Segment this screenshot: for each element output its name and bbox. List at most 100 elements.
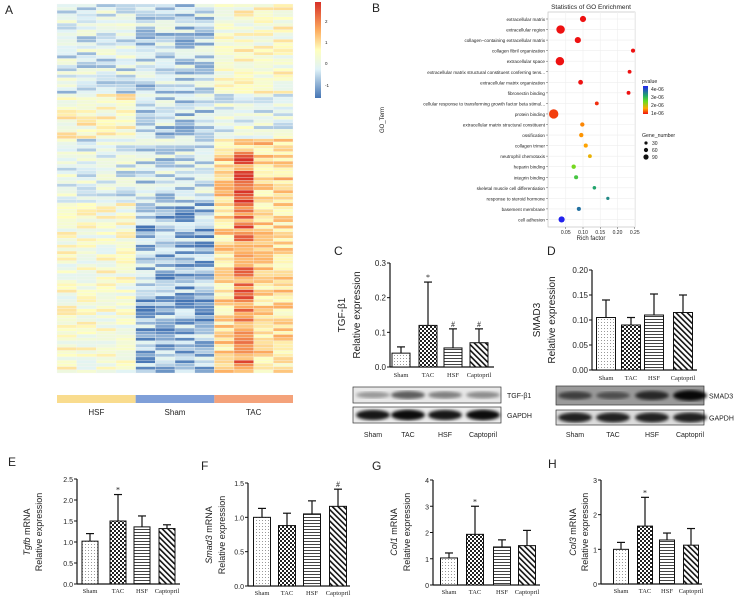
heatmap-cell [115, 350, 136, 354]
category-label: HSF [661, 588, 673, 595]
heatmap-cell [194, 10, 215, 14]
y-tick-label: 0.5 [234, 550, 244, 557]
heatmap-cell [135, 337, 156, 342]
heatmap-cell [194, 331, 215, 335]
heatmap-cell [174, 148, 195, 152]
heatmap-cell [56, 128, 77, 133]
heatmap-cell [115, 225, 136, 229]
heatmap-cell [115, 347, 136, 351]
group-bar-hsf [57, 395, 136, 403]
heatmap-cell [96, 318, 117, 322]
heatmap-cell [115, 279, 136, 284]
heatmap-cell [76, 222, 97, 226]
heatmap-cell [174, 205, 195, 210]
heatmap-cell [233, 231, 254, 236]
heatmap-cell [214, 132, 235, 136]
heatmap-cell [76, 106, 97, 111]
heatmap-cell [214, 109, 235, 114]
heatmap-cell [214, 250, 235, 255]
heatmap-cell [76, 132, 97, 136]
heatmap-cell [253, 228, 274, 232]
heatmap-cell [253, 10, 274, 14]
heatmap-cell [135, 315, 156, 319]
heatmap-cell [214, 42, 235, 46]
heatmap-cell [56, 270, 77, 274]
heatmap-cell [155, 80, 176, 85]
heatmap-cell [253, 266, 274, 271]
heatmap-cell [155, 77, 176, 82]
heatmap-cell [56, 279, 77, 284]
heatmap-cell [253, 347, 274, 351]
y-axis-label: Relative expression [547, 276, 558, 363]
heatmap-cell [214, 96, 235, 101]
heatmap-cell [233, 292, 254, 297]
heatmap-cell [56, 286, 77, 290]
heatmap-cell [96, 186, 117, 191]
heatmap-cell [273, 337, 294, 342]
heatmap-cell [155, 68, 176, 72]
heatmap-cell [115, 151, 136, 155]
heatmap-cell [115, 161, 136, 165]
heatmap-cell [233, 266, 254, 271]
heatmap-cell [174, 35, 195, 40]
heatmap-cell [253, 186, 274, 191]
heatmap-cell [194, 286, 215, 290]
heatmap-cell [76, 196, 97, 200]
heatmap-cell [96, 334, 117, 338]
heatmap-cell [253, 148, 274, 152]
heatmap-cell [214, 145, 235, 149]
x-tick-label: 0.15 [595, 230, 605, 236]
heatmap-cell [253, 180, 274, 184]
group-bar-sham [135, 395, 215, 403]
heatmap-cell [56, 321, 77, 326]
heatmap-cell [96, 167, 117, 172]
heatmap-cell [96, 93, 117, 98]
heatmap-cell [96, 324, 117, 329]
heatmap-cell [174, 295, 195, 300]
heatmap-cell [96, 257, 117, 261]
heatmap-cell [273, 238, 294, 242]
heatmap-cell [253, 55, 274, 59]
heatmap-cell [76, 71, 97, 75]
heatmap-cell [155, 119, 176, 123]
heatmap-cell [76, 356, 97, 361]
heatmap-cell [56, 228, 77, 232]
heatmap-cell [214, 87, 235, 91]
heatmap-cell [233, 260, 254, 265]
size-legend-dot [643, 154, 649, 160]
y-tick-label: 0.00 [572, 366, 588, 375]
heatmap-cell [253, 84, 274, 88]
heatmap-cell [233, 327, 254, 332]
heatmap-cell [155, 138, 176, 143]
heatmap-cell [273, 353, 294, 358]
heatmap-cell [76, 68, 97, 72]
heatmap-cell [194, 183, 215, 188]
heatmap-cell [76, 299, 97, 303]
heatmap-cell [174, 356, 195, 361]
gene-name: Col3 [568, 537, 578, 556]
y-axis-label-gene: Col1 mRNA [389, 508, 399, 556]
heatmap-cell [174, 209, 195, 213]
heatmap-cell [56, 308, 77, 313]
heatmap-cell [273, 145, 294, 149]
heatmap-cell [96, 343, 117, 348]
heatmap-cell [233, 318, 254, 322]
heatmap-cell [56, 64, 77, 69]
bar-captopril [673, 312, 693, 371]
heatmap-cell [56, 238, 77, 242]
heatmap-cell [56, 215, 77, 220]
heatmap-cell [135, 327, 156, 332]
heatmap-cell [155, 257, 176, 261]
heatmap-cell [56, 145, 77, 149]
heatmap-cell [273, 64, 294, 69]
heatmap-cell [96, 116, 117, 120]
heatmap-cell [56, 26, 77, 30]
heatmap-cell [174, 266, 195, 271]
heatmap-cell [174, 189, 195, 194]
heatmap-cell [194, 106, 215, 111]
heatmap-cell [233, 363, 254, 367]
heatmap-cell [155, 64, 176, 69]
heatmap-cell [253, 218, 274, 223]
heatmap-cell [273, 234, 294, 239]
heatmap-cell [135, 369, 156, 374]
